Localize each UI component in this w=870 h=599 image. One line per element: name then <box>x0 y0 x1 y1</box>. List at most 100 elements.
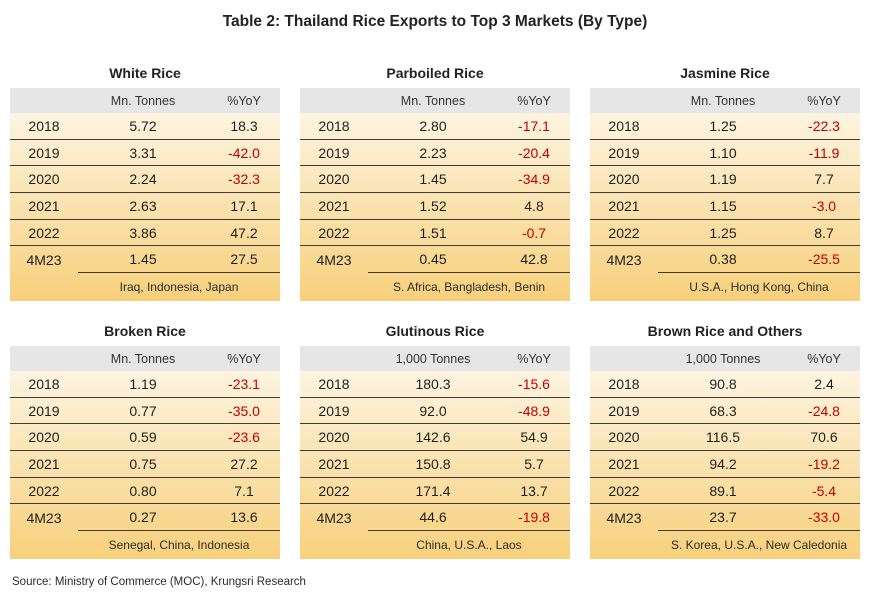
header-cell-volume: 1,000 Tonnes <box>685 351 761 366</box>
volume-cell: 1.25 <box>658 220 788 247</box>
data-row-4m23: 4M23 44.6 -19.8 <box>300 504 570 532</box>
volume-cell: 3.86 <box>78 220 208 247</box>
data-row-2019: 2019 68.3 -24.8 <box>590 398 860 425</box>
top-markets-cell: S. Korea, U.S.A., New Caledonia <box>670 538 848 553</box>
period-cell: 2019 <box>590 398 658 425</box>
period-cell: 2018 <box>300 113 368 140</box>
top-markets-spacer <box>300 531 368 559</box>
volume-cell: 1.45 <box>78 246 208 274</box>
volume-cell: 0.77 <box>78 398 208 425</box>
data-row-2022: 2022 0.80 7.1 <box>10 478 280 505</box>
volume-cell: 180.3 <box>368 371 498 398</box>
yoy-cell: -24.8 <box>788 398 860 425</box>
header-cell-period <box>590 88 658 113</box>
volume-cell: 1.52 <box>368 193 498 220</box>
data-row-2021: 2021 1.15 -3.0 <box>590 193 860 220</box>
data-row-2019: 2019 1.10 -11.9 <box>590 140 860 167</box>
period-cell: 2022 <box>10 220 78 247</box>
header-cell-yoy: %YoY <box>227 351 261 366</box>
data-row-2020: 2020 142.6 54.9 <box>300 424 570 452</box>
yoy-cell: 7.7 <box>788 166 860 194</box>
header-cell-period <box>590 346 658 371</box>
source-note: Source: Ministry of Commerce (MOC), Krun… <box>12 576 306 588</box>
volume-cell: 2.23 <box>368 140 498 167</box>
period-cell: 2020 <box>300 424 368 452</box>
yoy-cell: 70.6 <box>788 424 860 452</box>
data-row-2019: 2019 92.0 -48.9 <box>300 398 570 425</box>
data-row-2021: 2021 0.75 27.2 <box>10 451 280 478</box>
yoy-cell: -3.0 <box>788 193 860 220</box>
volume-cell: 0.27 <box>78 504 208 532</box>
header-cell-volume: 1,000 Tonnes <box>395 351 471 366</box>
yoy-cell: 18.3 <box>208 113 280 140</box>
yoy-cell: 13.7 <box>498 478 570 505</box>
period-cell: 4M23 <box>316 251 352 268</box>
top-markets-row: S. Africa, Bangladesh, Benin <box>300 273 570 301</box>
yoy-cell: -22.3 <box>788 113 860 140</box>
data-row-2018: 2018 1.19 -23.1 <box>10 371 280 398</box>
header-cell-yoy: %YoY <box>227 93 261 108</box>
data-row-2019: 2019 0.77 -35.0 <box>10 398 280 425</box>
period-cell: 2022 <box>10 478 78 505</box>
period-cell: 2021 <box>300 451 368 478</box>
table-white-rice: White Rice Mn. Tonnes %YoY 2018 5.72 18.3 2019… <box>10 60 280 302</box>
period-cell: 2022 <box>590 220 658 247</box>
table-glutinous-rice: Glutinous Rice 1,000 Tonnes %YoY 2018 180.3-… <box>300 318 570 560</box>
header-cell-period <box>10 88 78 113</box>
period-cell: 2021 <box>590 193 658 220</box>
volume-cell: 0.38 <box>658 246 788 274</box>
top-markets-row: U.S.A., Hong Kong, China <box>590 273 860 301</box>
top-markets-cell: China, U.S.A., Laos <box>416 538 522 553</box>
top-markets-row: Iraq, Indonesia, Japan <box>10 273 280 301</box>
data-row-2020: 2020 1.19 7.7 <box>590 166 860 194</box>
table-title: Jasmine Rice <box>680 65 770 81</box>
data-row-2018: 2018 2.80 -17.1 <box>300 113 570 140</box>
yoy-cell: -35.0 <box>208 398 280 425</box>
data-row-2022: 2022 3.86 47.2 <box>10 220 280 247</box>
data-row-2021: 2021 94.2 -19.2 <box>590 451 860 478</box>
period-cell: 2022 <box>300 220 368 247</box>
yoy-cell: -5.4 <box>788 478 860 505</box>
yoy-cell: -15.6 <box>498 371 570 398</box>
table-jasmine-rice: Jasmine Rice Mn. Tonnes %YoY 2018 1.25 -22.3 2… <box>590 60 860 302</box>
top-markets-spacer <box>300 273 368 301</box>
table-body: 2018 180.3 -15.6 2019 92.0 -48.9 2020 142.6 54.9… <box>300 371 570 560</box>
table-title: White Rice <box>109 65 181 81</box>
yoy-cell: -32.3 <box>208 166 280 194</box>
data-row-2018: 2018 1.25 -22.3 <box>590 113 860 140</box>
table-body: 2018 2.80 -17.1 2019 2.23 -20.4 2020 1.45 -34.9 2… <box>300 113 570 302</box>
period-cell: 2018 <box>10 113 78 140</box>
header-cell-yoy: %YoY <box>807 351 841 366</box>
period-cell: 2020 <box>300 166 368 194</box>
yoy-cell: 2.4 <box>788 371 860 398</box>
top-markets-spacer <box>10 531 78 559</box>
volume-cell: 44.6 <box>368 504 498 532</box>
table-body: 2018 1.19 -23.1 2019 0.77 -35.0 2020 0.59 -23.6 2… <box>10 371 280 560</box>
yoy-cell: 42.8 <box>498 246 570 274</box>
data-row-2022: 2022 1.51 -0.7 <box>300 220 570 247</box>
period-cell: 2018 <box>590 113 658 140</box>
volume-cell: 0.75 <box>78 451 208 478</box>
volume-cell: 2.80 <box>368 113 498 140</box>
yoy-cell: -19.8 <box>498 504 570 532</box>
table-parboiled-rice: Parboiled Rice Mn. Tonnes %YoY 2018 2.80 -17.… <box>300 60 570 302</box>
yoy-cell: 13.6 <box>208 504 280 532</box>
volume-cell: 142.6 <box>368 424 498 452</box>
volume-cell: 1.45 <box>368 166 498 194</box>
period-cell: 2019 <box>300 140 368 167</box>
period-cell: 2018 <box>590 371 658 398</box>
period-cell: 2019 <box>10 398 78 425</box>
yoy-cell: 17.1 <box>208 193 280 220</box>
volume-cell: 23.7 <box>658 504 788 532</box>
header-cell-period <box>300 346 368 371</box>
data-row-2022: 2022 1.25 8.7 <box>590 220 860 247</box>
table-body: 2018 90.8 2.4 2019 68.3 -24.8 2020 116.5 70.6 202… <box>590 371 860 560</box>
top-markets-spacer <box>10 273 78 301</box>
top-markets-spacer <box>590 531 658 559</box>
header-row: 1,000 Tonnes %YoY <box>300 346 570 371</box>
top-markets-spacer <box>590 273 658 301</box>
data-row-2022: 2022 171.4 13.7 <box>300 478 570 505</box>
header-row: Mn. Tonnes %YoY <box>300 88 570 113</box>
period-cell: 2018 <box>300 371 368 398</box>
volume-cell: 0.45 <box>368 246 498 274</box>
